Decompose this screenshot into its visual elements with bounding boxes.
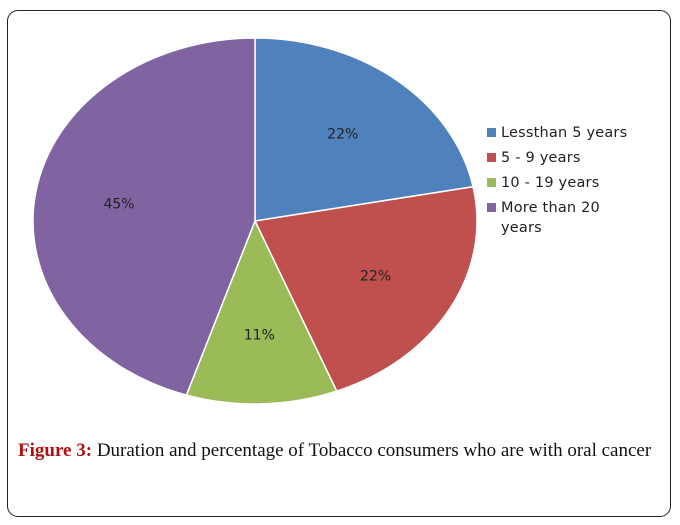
chart-area: 22% 22% 11% 45% (32, 37, 478, 405)
legend-swatch (487, 128, 496, 137)
legend-item-less-than-5-years: Lessthan 5 years (487, 123, 636, 143)
pie-slice-5-9-years (253, 185, 478, 393)
legend-swatch (487, 178, 496, 187)
legend-swatch (487, 203, 496, 212)
legend-label: Lessthan 5 years (501, 125, 628, 141)
legend-item-more-than-20-years: More than 20 years (487, 198, 636, 238)
legend: Lessthan 5 years 5 - 9 years 10 - 19 yea… (487, 123, 636, 243)
legend-item-10-19-years: 10 - 19 years (487, 173, 636, 193)
data-label: 11% (244, 327, 275, 343)
pie-slice-more-than-20-years (32, 37, 256, 396)
legend-item-5-9-years: 5 - 9 years (487, 148, 636, 168)
pie-chart: 22% 22% 11% 45% (32, 37, 478, 405)
data-label: 22% (327, 127, 358, 143)
legend-swatch (487, 153, 496, 162)
legend-label: 10 - 19 years (501, 175, 600, 191)
caption-text: Duration and percentage of Tobacco consu… (92, 440, 652, 461)
data-label: 45% (103, 196, 134, 212)
data-label: 22% (360, 269, 391, 285)
figure-label: Figure 3: (18, 440, 93, 461)
legend-label: More than 20 years (501, 200, 600, 236)
figure-caption: Figure 3: Duration and percentage of Tob… (18, 437, 670, 465)
pie-slice-10-19-years (185, 219, 338, 405)
pie-slice-lessthan-5-years (254, 37, 474, 222)
legend-label: 5 - 9 years (501, 150, 581, 166)
